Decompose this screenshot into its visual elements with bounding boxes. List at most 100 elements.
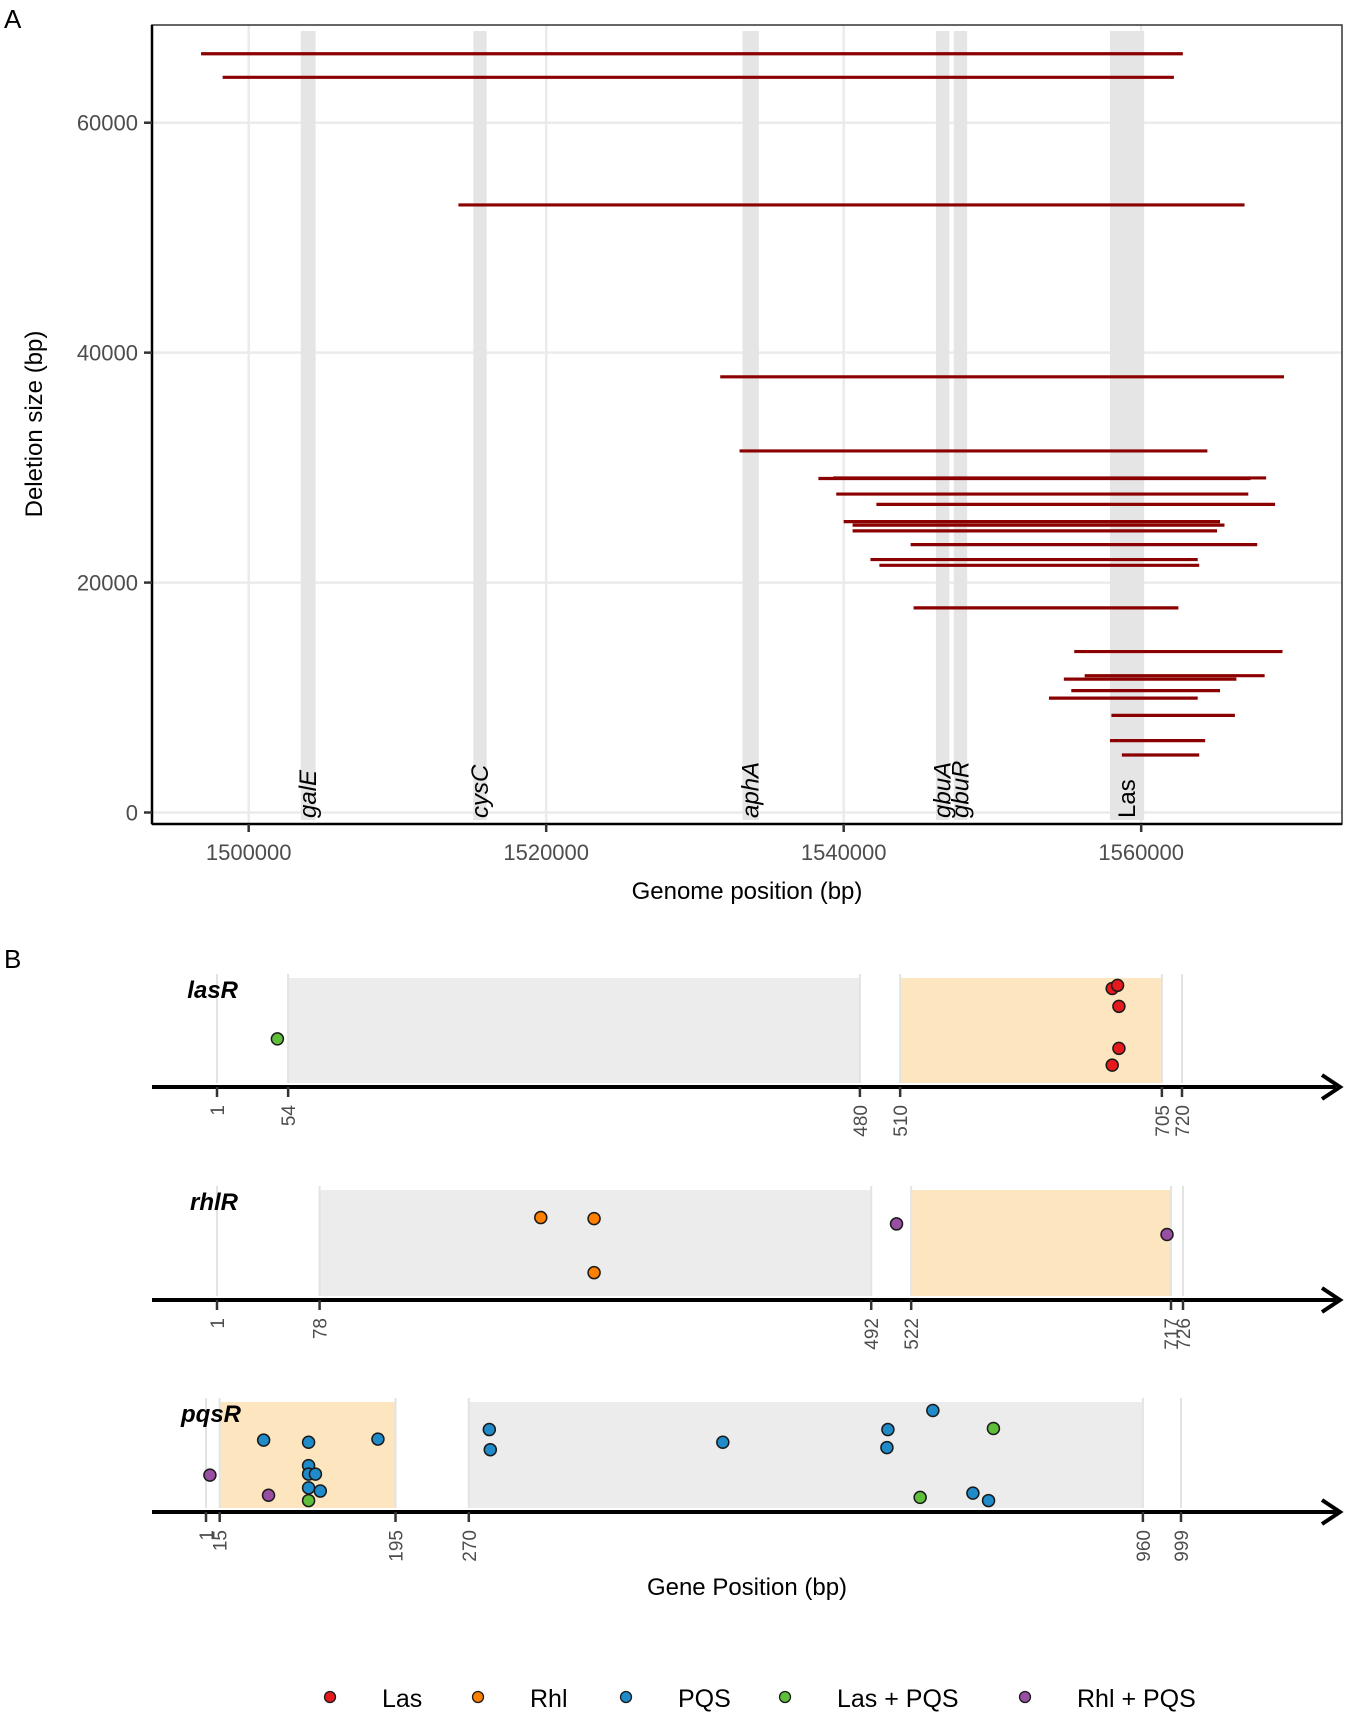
legend-label: Rhl + PQS [1077, 1685, 1196, 1712]
axis-arrow-icon [1320, 1073, 1344, 1101]
axis-tick-label: 54 [279, 1105, 300, 1127]
variant-point [913, 1490, 927, 1505]
legend-swatch-icon [323, 1690, 337, 1704]
variant-point [1112, 1041, 1126, 1056]
x-tick-label: 1520000 [503, 840, 589, 865]
panel-a-gene-bands [300, 31, 1145, 820]
x-tick-label: 1500000 [206, 840, 292, 865]
variant-point [880, 1440, 894, 1455]
panel-a-y-axis-title: Deletion size (bp) [21, 331, 48, 518]
legend-swatch-icon [1018, 1690, 1032, 1704]
variant-point [270, 1032, 285, 1046]
legend-item-pqs: PQS [619, 1685, 731, 1712]
axis-tick-label: 726 [1174, 1318, 1195, 1350]
variant-point [256, 1433, 271, 1447]
legend-swatch-icon [778, 1690, 792, 1704]
variant-point [966, 1486, 980, 1500]
domain-orange [900, 978, 1162, 1083]
axis-tick-label: 480 [851, 1105, 872, 1137]
gene-band [1109, 31, 1145, 820]
axis-arrow-icon [1320, 1498, 1344, 1526]
panel-a-x-ticks: 1500000 1520000 1540000 1560000 [206, 824, 1184, 865]
variant-point [1105, 1058, 1119, 1072]
variant-point [301, 1481, 316, 1495]
panel-a-letter: A [4, 4, 22, 34]
variant-point [587, 1265, 601, 1280]
axis-tick-label: 522 [902, 1318, 923, 1350]
gene-band-label: cysC [467, 764, 494, 818]
gene-band-label: aphA [738, 762, 765, 818]
gene-track-pqsR: pqsR 115 195 270 960 999 [152, 1398, 1344, 1562]
variant-point [881, 1422, 895, 1437]
gene-band-label: Las [1114, 779, 1141, 818]
variant-point [308, 1467, 323, 1481]
panel-a-deletion-segments [201, 52, 1284, 757]
axis-tick-label: 705 [1153, 1105, 1174, 1137]
x-tick-label: 1540000 [801, 840, 887, 865]
panel-a-y-ticks: 0 20000 40000 60000 [77, 111, 152, 826]
gene-band [742, 31, 759, 820]
y-tick-label: 0 [126, 801, 138, 826]
axis-tick-label: 1 [197, 1530, 218, 1541]
gene-band-label: gbuR [947, 761, 974, 818]
variant-point [889, 1217, 904, 1231]
gene-track-lasR: lasR 1 54 480 510 705 720 [152, 974, 1344, 1137]
panel-b-letter: B [4, 944, 21, 974]
track-title: pqsR [180, 1401, 242, 1428]
domain-grey [288, 978, 860, 1083]
track-title: lasR [187, 977, 238, 1004]
axis-tick-label: 1 [208, 1318, 229, 1329]
variant-point [261, 1488, 276, 1503]
legend-swatch-icon [619, 1690, 633, 1704]
variant-point [926, 1403, 940, 1418]
legend-swatch-icon [471, 1690, 485, 1704]
domain-orange [911, 1190, 1172, 1296]
legend-item-laspqs: Las + PQS [778, 1685, 959, 1712]
legend-item-rhlpqs: Rhl + PQS [1018, 1685, 1196, 1712]
y-tick-label: 40000 [77, 341, 138, 366]
x-tick-label: 1560000 [1098, 840, 1184, 865]
legend-label: Las + PQS [837, 1685, 959, 1712]
domain-grey [468, 1402, 1143, 1508]
variant-point [482, 1422, 497, 1437]
variant-point [313, 1484, 328, 1498]
legend-item-rhl: Rhl [471, 1685, 568, 1712]
gene-band-label: gbuA [930, 762, 957, 818]
gene-band [473, 31, 487, 820]
axis-tick-label: 15 [211, 1530, 232, 1551]
variant-point [587, 1211, 601, 1226]
axis-tick-label: 270 [460, 1530, 481, 1562]
variant-point [203, 1468, 217, 1482]
axis-tick-label: 78 [311, 1318, 332, 1339]
variant-point [1112, 999, 1126, 1014]
track-title: rhlR [190, 1189, 239, 1216]
axis-tick-label: 720 [1173, 1105, 1194, 1137]
gene-band [300, 31, 316, 820]
gene-band-label: galE [295, 769, 322, 818]
legend-label: Las [382, 1685, 422, 1712]
axis-tick-label: 1 [208, 1105, 229, 1116]
variant-point [483, 1442, 498, 1457]
axis-arrow-icon [1320, 1286, 1344, 1314]
legend: Las Rhl PQS Las + PQS Rhl + PQS [323, 1685, 1196, 1712]
panel-b-x-axis-title: Gene Position (bp) [647, 1574, 847, 1601]
legend-label: PQS [678, 1685, 731, 1712]
axis-tick-label: 195 [387, 1530, 408, 1562]
y-tick-label: 20000 [77, 571, 138, 596]
axis-tick-label: 999 [1172, 1530, 1193, 1562]
gene-band [935, 31, 950, 820]
legend-item-las: Las [323, 1685, 422, 1712]
gene-band [953, 31, 968, 820]
variant-point [371, 1432, 385, 1446]
panel-a-x-axis-title: Genome position (bp) [632, 878, 863, 905]
variant-point [986, 1421, 1001, 1436]
axis-tick-label: 510 [891, 1105, 912, 1137]
legend-label: Rhl [530, 1685, 568, 1712]
variant-point [301, 1493, 316, 1508]
axis-tick-label: 717 [1162, 1318, 1183, 1350]
